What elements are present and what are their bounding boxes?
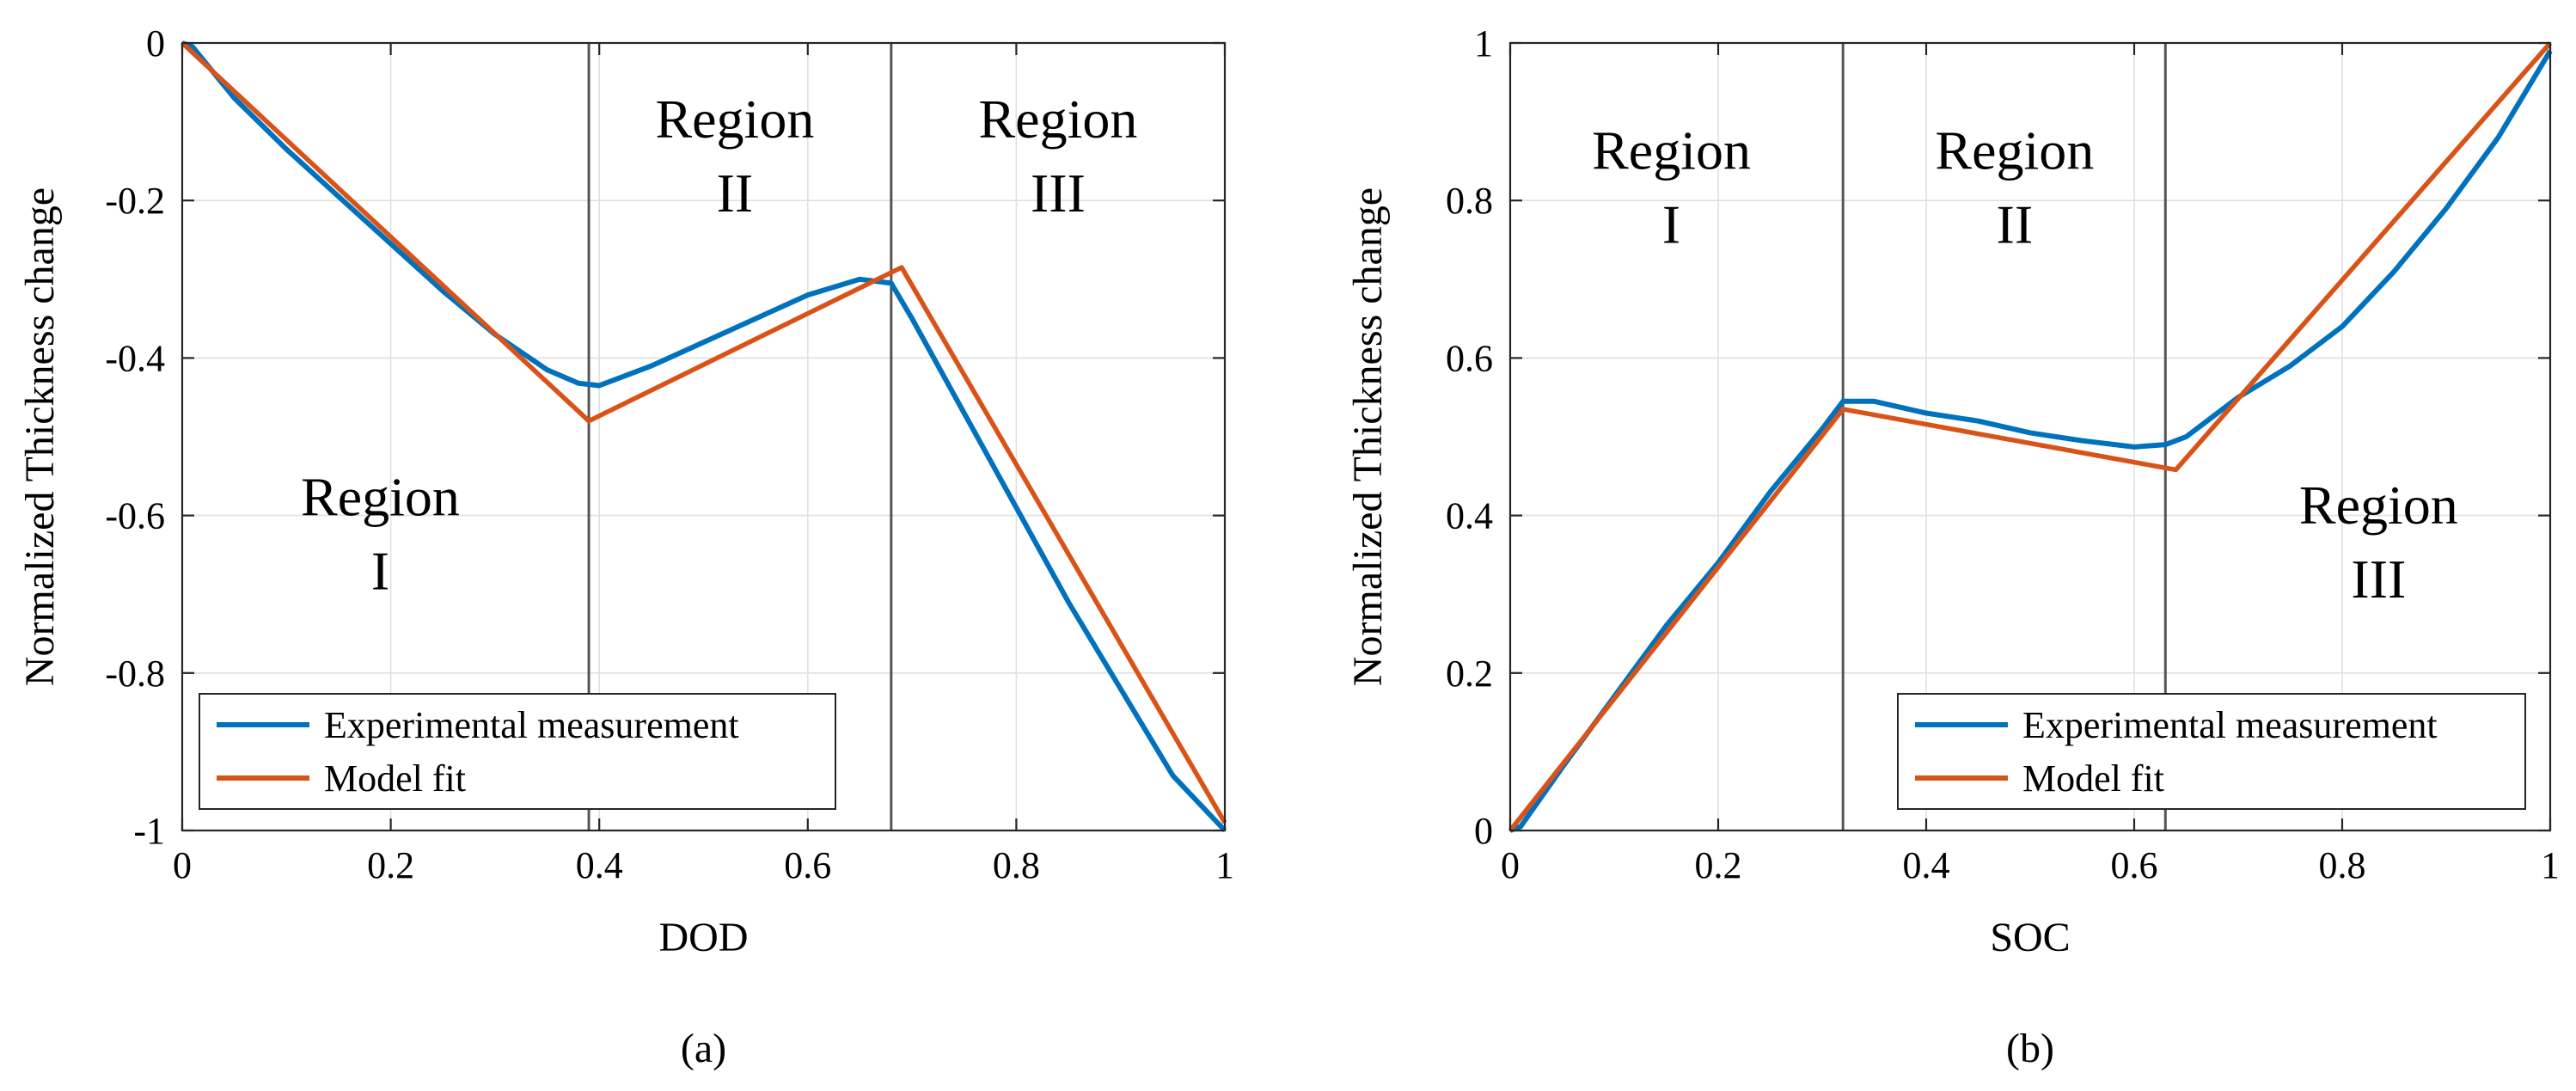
y-tick-label: 0.4 [1446,495,1493,537]
y-tick-label: 0.6 [1446,337,1493,379]
y-axis-label-a: Normalized Thickness change [17,187,63,686]
experimental-measurement-line-b [1508,49,2553,833]
legend-box-a [199,693,836,810]
region-numeral: III [1031,162,1086,224]
region-numeral: II [717,162,754,224]
x-tick-label: 1 [1215,844,1234,886]
model-fit-line-a [181,40,1227,824]
y-tick-label: -0.4 [105,337,165,379]
y-tick-label: -0.8 [105,653,165,695]
region-label: Region [1592,120,1751,181]
x-tick-label: 0.6 [784,844,831,886]
axes-frame-a [181,41,1227,832]
legend-b: Experimental measurement Model fit [1897,693,2526,810]
series-b [1508,41,2553,833]
y-tick-label: 1 [1474,22,1493,64]
region-numeral: I [371,541,389,602]
ticks-a: 0 0.2 0.4 0.6 0.8 1 0 -0.2 -0.4 -0.6 -0.8 -1 [105,22,1234,886]
legend-entry-model-a: Model fit [324,757,466,800]
region-numeral: I [1662,194,1680,255]
legend-a: Experimental measurement Model fit [199,693,836,810]
x-axis-label-b: SOC [1990,915,2070,960]
y-tick-label: 0 [1474,810,1493,852]
model-fit-line-b [1508,41,2553,832]
region-labels-a: Region I Region II Region III [301,89,1137,602]
y-tick-label: -0.6 [105,495,165,537]
x-axis-label-a: DOD [659,915,749,960]
x-tick-label: 0.8 [993,844,1040,886]
region-labels-b: Region I Region II Region III [1592,120,2458,610]
region-label: Region [1935,120,2094,181]
y-tick-label: 0.8 [1446,180,1493,222]
region-label: Region [978,89,1137,150]
legend-entry-experimental-a: Experimental measurement [324,704,739,746]
x-tick-label: 0 [173,844,192,886]
x-tick-label: 0.2 [367,844,414,886]
y-tick-label: -0.2 [105,180,165,222]
legend-entry-model-b: Model fit [2022,757,2164,800]
axes-frame-b [1508,41,2552,832]
y-axis-label-b: Normalized Thickness change [1345,187,1391,686]
panel-b: 0 0.2 0.4 0.6 0.8 100.20.40.60.81 RegionIRegi… [1345,22,2560,1071]
series-a [181,40,1227,833]
x-tick-label: 0.6 [2111,844,2158,886]
x-tick-label: 0.2 [1695,844,1742,886]
panel-label-b: (b) [2006,1026,2054,1071]
region-label: Region [655,89,814,150]
x-tick-label: 0 [1501,844,1520,886]
x-tick-label: 0.4 [576,844,623,886]
legend-entry-experimental-b: Experimental measurement [2022,704,2438,746]
panel-a: 0 0.2 0.4 0.6 0.8 1 0 -0.2 -0.4 -0.6 -0.8 -1 Region… [17,22,1234,1071]
x-tick-label: 0.8 [2319,844,2366,886]
experimental-measurement-line-a [181,40,1227,833]
region-label: Region [301,467,460,528]
region-numeral: II [1997,194,2034,255]
x-tick-label: 1 [2541,844,2560,886]
y-tick-label: 0.2 [1446,653,1493,695]
panel-label-a: (a) [681,1026,726,1071]
region-numeral: III [2351,549,2406,610]
region-label: Region [2299,475,2458,536]
x-tick-label: 0.4 [1903,844,1950,886]
ticks-b: 0 0.2 0.4 0.6 0.8 1 0 0.2 0.4 0.6 0.8 1 [1446,22,2560,886]
legend-box-b [1897,693,2526,810]
y-tick-label: -1 [133,810,165,852]
y-tick-label: 0 [146,22,165,64]
